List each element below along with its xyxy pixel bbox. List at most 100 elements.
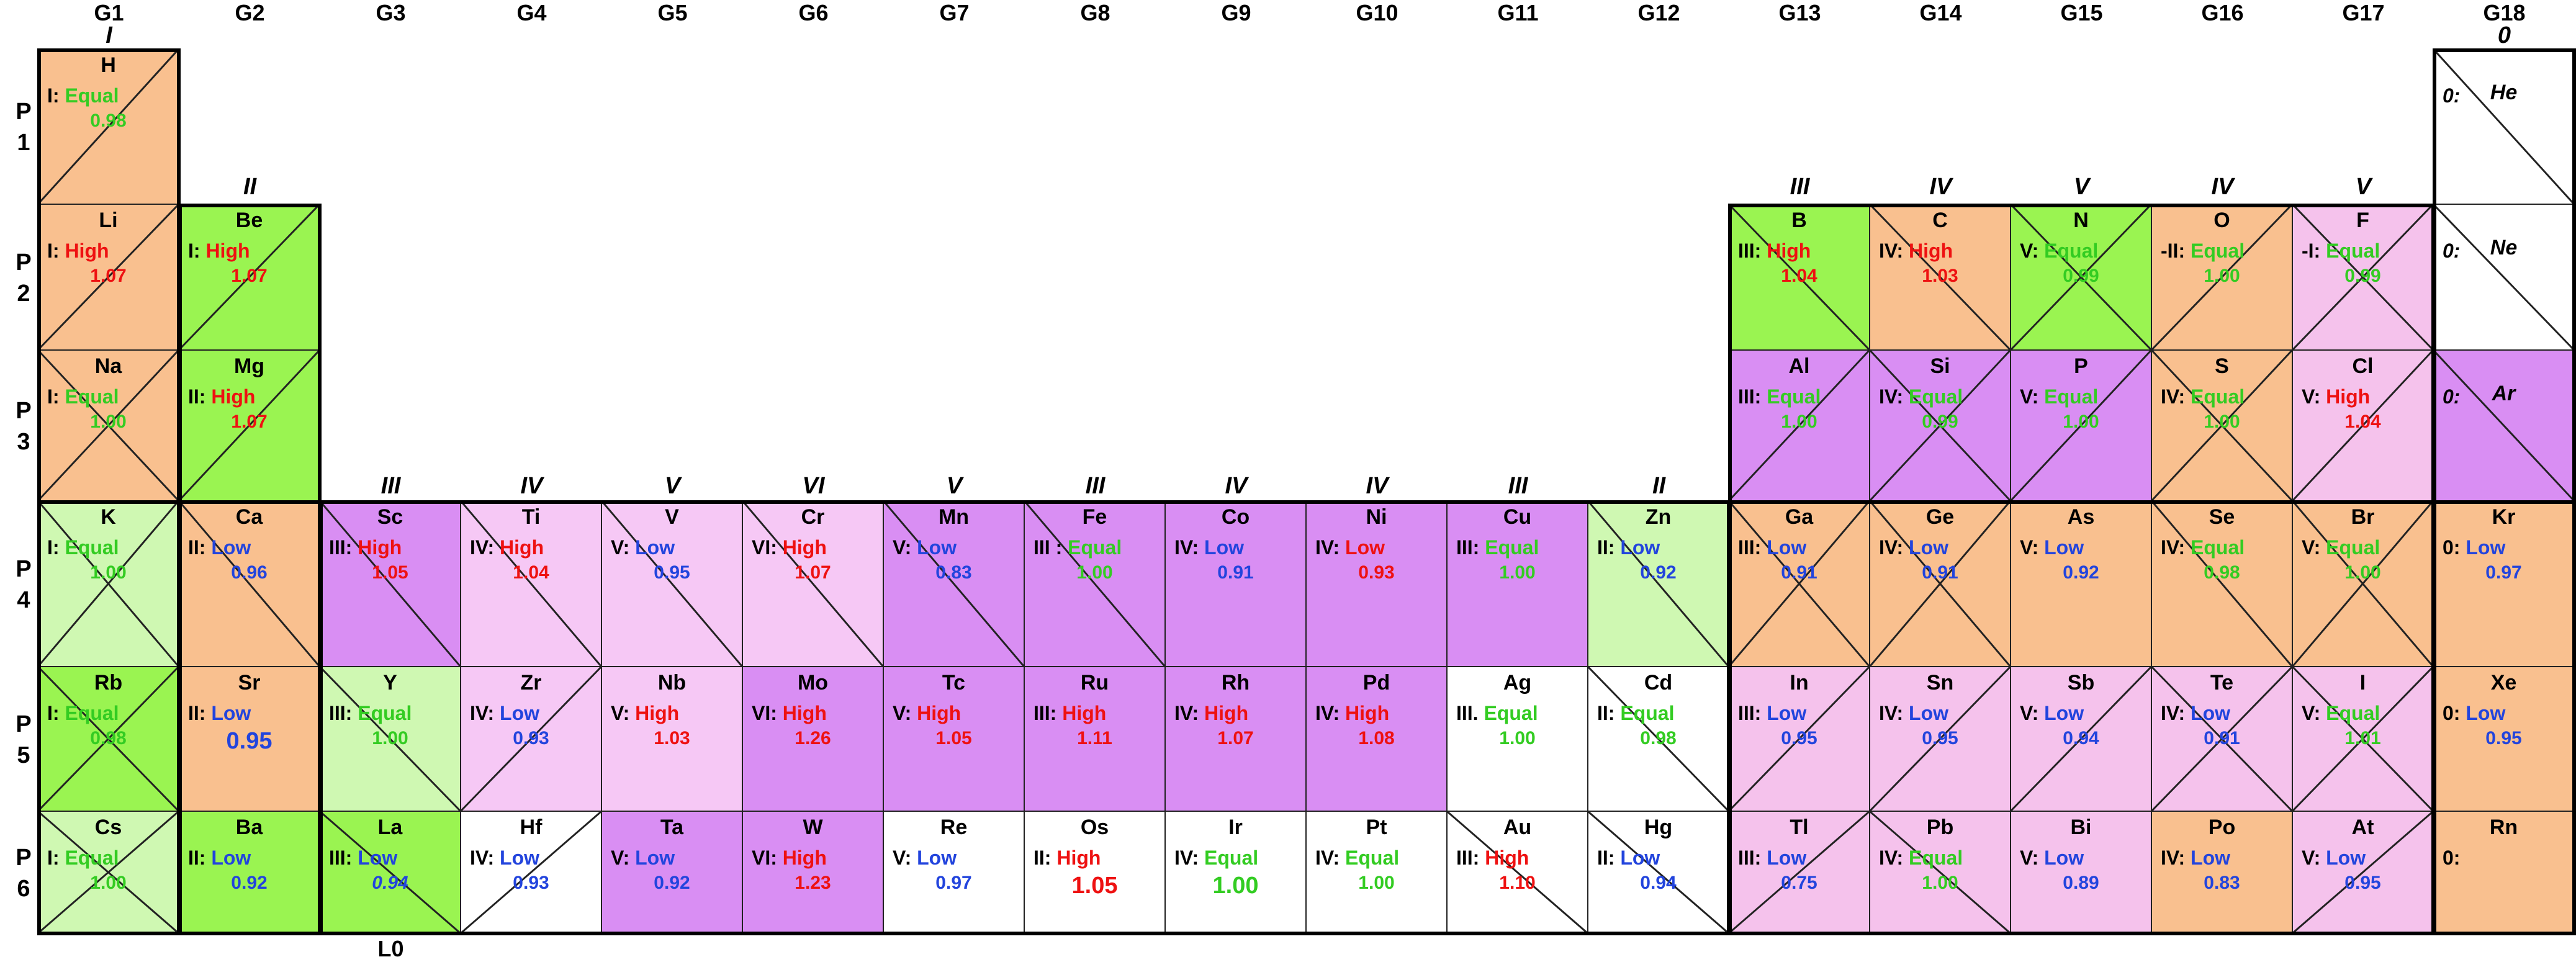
element-cell-os: Os II: High 1.05 bbox=[1025, 812, 1166, 934]
oxidation-state: III: Low bbox=[1738, 702, 1806, 725]
oxidation-label: III. bbox=[1456, 702, 1479, 724]
oxidation-label: V: bbox=[2020, 702, 2039, 724]
oxidation-state: I: Equal bbox=[47, 702, 119, 725]
oxidation-label: IV: bbox=[470, 702, 495, 724]
oxidation-label: IV: bbox=[1174, 702, 1199, 724]
ratio-value: 0.91 bbox=[1217, 562, 1254, 583]
oxidation-state: I: Equal bbox=[47, 385, 119, 408]
element-symbol: Au bbox=[1503, 816, 1532, 839]
oxidation-state: III: High bbox=[1738, 240, 1811, 263]
ratio-value: 0.93 bbox=[513, 873, 549, 893]
cell-diagonal bbox=[1870, 501, 2010, 666]
oxidation-state: IV: Low bbox=[2161, 702, 2230, 725]
element-symbol: Cr bbox=[801, 505, 825, 529]
oxidation-label: III: bbox=[1738, 240, 1762, 262]
ratio-tag: Low bbox=[2044, 847, 2084, 869]
oxidation-state: VI: High bbox=[752, 536, 827, 559]
element-cell-na: Na I: Equal 1.00 bbox=[38, 351, 179, 501]
element-symbol: Xe bbox=[2490, 671, 2517, 695]
oxidation-state: IV: High bbox=[1315, 702, 1389, 725]
ratio-value: 0.83 bbox=[935, 562, 972, 583]
element-symbol: F bbox=[2356, 209, 2369, 232]
cell-diagonal bbox=[2434, 205, 2574, 349]
oxidation-state: II: High bbox=[1034, 847, 1101, 870]
element-cell-cr: Cr VI: High 1.07 bbox=[743, 501, 884, 667]
element-cell-rb: Rb I: Equal 0.98 bbox=[38, 667, 179, 812]
cell-diagonal bbox=[1588, 667, 1728, 811]
oxidation-state: I: Equal bbox=[47, 84, 119, 107]
element-symbol: La bbox=[377, 816, 403, 839]
oxidation-label: 0: bbox=[2443, 84, 2461, 107]
oxidation-label: III: bbox=[1034, 702, 1057, 724]
element-symbol: S bbox=[2215, 354, 2229, 378]
element-cell-o: O -II: Equal 1.00 bbox=[2152, 205, 2293, 351]
element-symbol: Cu bbox=[1503, 505, 1532, 529]
ratio-tag: Equal bbox=[65, 847, 119, 869]
group-numeral: IV bbox=[1929, 174, 1952, 200]
ratio-value: 1.05 bbox=[372, 562, 408, 583]
oxidation-label: II: bbox=[188, 702, 206, 724]
ratio-tag: Low bbox=[211, 847, 251, 869]
ratio-tag: Low bbox=[635, 536, 675, 559]
element-cell-rh: Rh IV: High 1.07 bbox=[1166, 667, 1307, 812]
ratio-tag: Equal bbox=[2191, 536, 2245, 559]
group-numeral: V bbox=[946, 473, 963, 499]
ratio-tag: Low bbox=[1767, 536, 1807, 559]
ratio-value: 1.00 bbox=[2063, 411, 2099, 432]
ratio-tag: Low bbox=[1767, 847, 1807, 869]
element-symbol: As bbox=[2067, 505, 2095, 529]
element-cell-k: K I: Equal 1.00 bbox=[38, 501, 179, 667]
cell-diagonal bbox=[2293, 812, 2433, 933]
oxidation-label: VI: bbox=[752, 536, 777, 559]
oxidation-state: V: High bbox=[893, 702, 961, 725]
ratio-tag: High bbox=[782, 536, 827, 559]
element-cell-mo: Mo VI: High 1.26 bbox=[743, 667, 884, 812]
period-label-line: P bbox=[16, 844, 32, 871]
cell-diagonal bbox=[2293, 667, 2433, 811]
ratio-value: 1.08 bbox=[1358, 728, 1395, 748]
oxidation-state: V: Low bbox=[2302, 847, 2366, 870]
ratio-value: 1.10 bbox=[1499, 873, 1536, 893]
cell-diagonal bbox=[1729, 667, 1869, 811]
cell-diagonal bbox=[2152, 501, 2292, 666]
cell-diagonal bbox=[38, 667, 178, 811]
cell-diagonal bbox=[1870, 812, 2010, 933]
cell-diagonal bbox=[38, 351, 178, 500]
ratio-tag: Low bbox=[917, 847, 957, 869]
ratio-value: 1.00 bbox=[1781, 411, 1817, 432]
oxidation-label: IV: bbox=[1879, 385, 1904, 408]
oxidation-state: IV: Low bbox=[1879, 702, 1948, 725]
ratio-value: 1.26 bbox=[795, 728, 831, 748]
ratio-value: 0.99 bbox=[2063, 266, 2099, 286]
oxidation-state: IV: Equal bbox=[1879, 385, 1963, 408]
group-numeral: IV bbox=[2211, 174, 2234, 200]
element-cell-sc: Sc III: High 1.05 bbox=[320, 501, 461, 667]
ratio-tag: Equal bbox=[358, 702, 412, 724]
ratio-value: 1.00 bbox=[1499, 728, 1536, 748]
group-numeral: 0 bbox=[2497, 22, 2511, 48]
oxidation-label: IV: bbox=[1879, 240, 1904, 262]
ratio-value: 0.92 bbox=[2063, 562, 2099, 583]
oxidation-state: 0: Low bbox=[2443, 536, 2505, 559]
ratio-tag: High bbox=[500, 536, 544, 559]
element-symbol: Li bbox=[99, 209, 118, 232]
ratio-value: 1.00 bbox=[2204, 411, 2240, 432]
ratio-tag: Equal bbox=[65, 536, 119, 559]
element-cell-re: Re V: Low 0.97 bbox=[884, 812, 1025, 934]
group-numeral: II bbox=[243, 174, 257, 200]
element-symbol: Nb bbox=[657, 671, 687, 695]
oxidation-label: IV: bbox=[1879, 847, 1904, 869]
group-numeral: IV bbox=[1366, 473, 1389, 499]
oxidation-label: I: bbox=[47, 385, 60, 408]
cell-diagonal bbox=[2293, 501, 2433, 666]
element-cell-ti: Ti IV: High 1.04 bbox=[461, 501, 602, 667]
element-symbol: Sr bbox=[238, 671, 261, 695]
oxidation-label: V: bbox=[611, 536, 630, 559]
ratio-tag: Equal bbox=[1485, 536, 1539, 559]
ratio-tag: Equal bbox=[65, 385, 119, 408]
oxidation-state: IV: Low bbox=[470, 847, 539, 870]
ratio-value: 1.04 bbox=[1781, 266, 1817, 286]
period-label-line: P bbox=[16, 555, 32, 582]
ratio-tag: High bbox=[1485, 847, 1529, 869]
